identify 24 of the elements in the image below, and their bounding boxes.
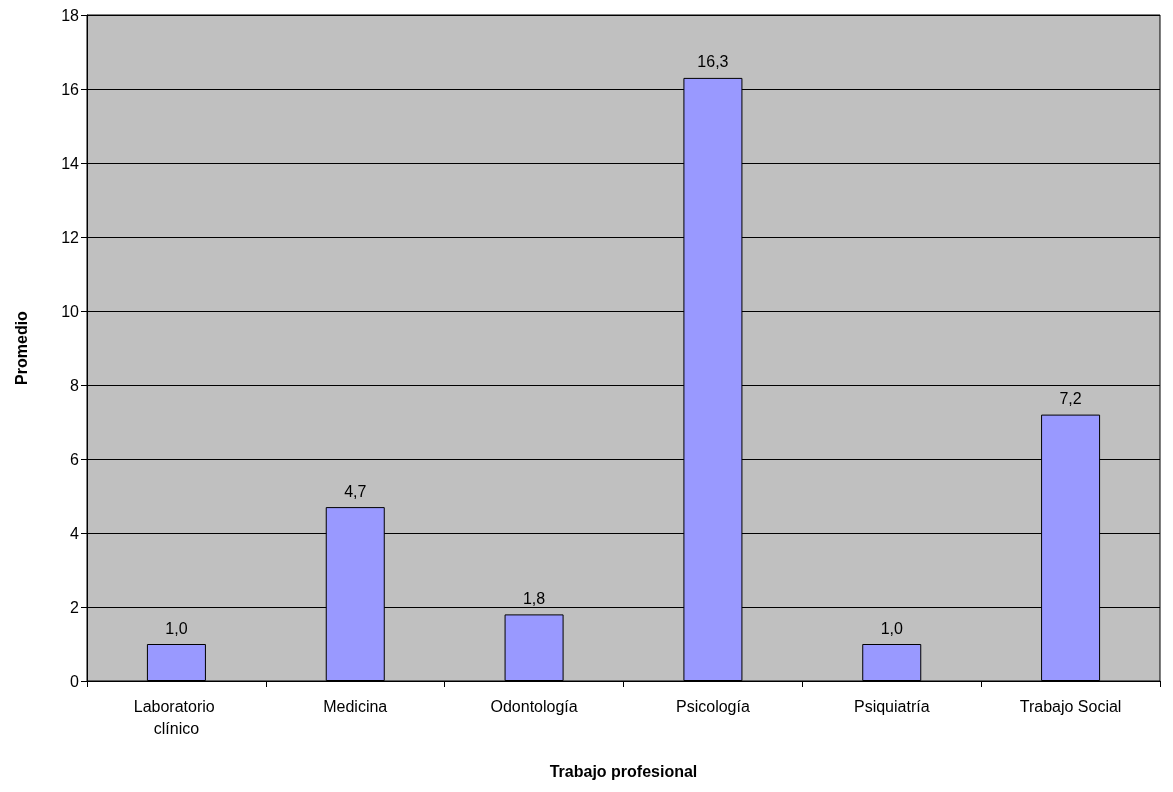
y-tick-label: 18 (61, 6, 80, 24)
data-label: 7,2 (1059, 390, 1082, 408)
y-tick-label: 8 (70, 376, 80, 394)
y-tick-label: 2 (70, 598, 80, 616)
x-tick-label: Laboratorio clínico (133, 697, 220, 737)
data-label: 16,3 (697, 53, 729, 71)
y-tick-label: 12 (61, 228, 80, 246)
y-tick-label: 0 (70, 672, 80, 690)
y-tick-label: 4 (70, 524, 80, 542)
x-tick-label: Psiquiatría (853, 697, 930, 715)
x-tick-label: Psicología (676, 697, 750, 715)
y-tick-label: 10 (61, 302, 80, 320)
data-label: 1,8 (522, 589, 546, 607)
data-label: 1,0 (880, 619, 903, 637)
y-tick-label: 6 (70, 450, 80, 468)
x-tick-label: Odontología (490, 697, 578, 715)
y-tick-label: 16 (61, 80, 80, 98)
data-label: 4,7 (344, 482, 367, 500)
y-axis-title: Promedio (12, 310, 30, 385)
data-label: 1,0 (165, 619, 188, 637)
y-tick-label: 14 (61, 154, 80, 172)
x-tick-label: Trabajo Social (1019, 697, 1122, 715)
x-axis-title: Trabajo profesional (549, 762, 698, 780)
x-tick-label: Medicina (323, 697, 388, 715)
